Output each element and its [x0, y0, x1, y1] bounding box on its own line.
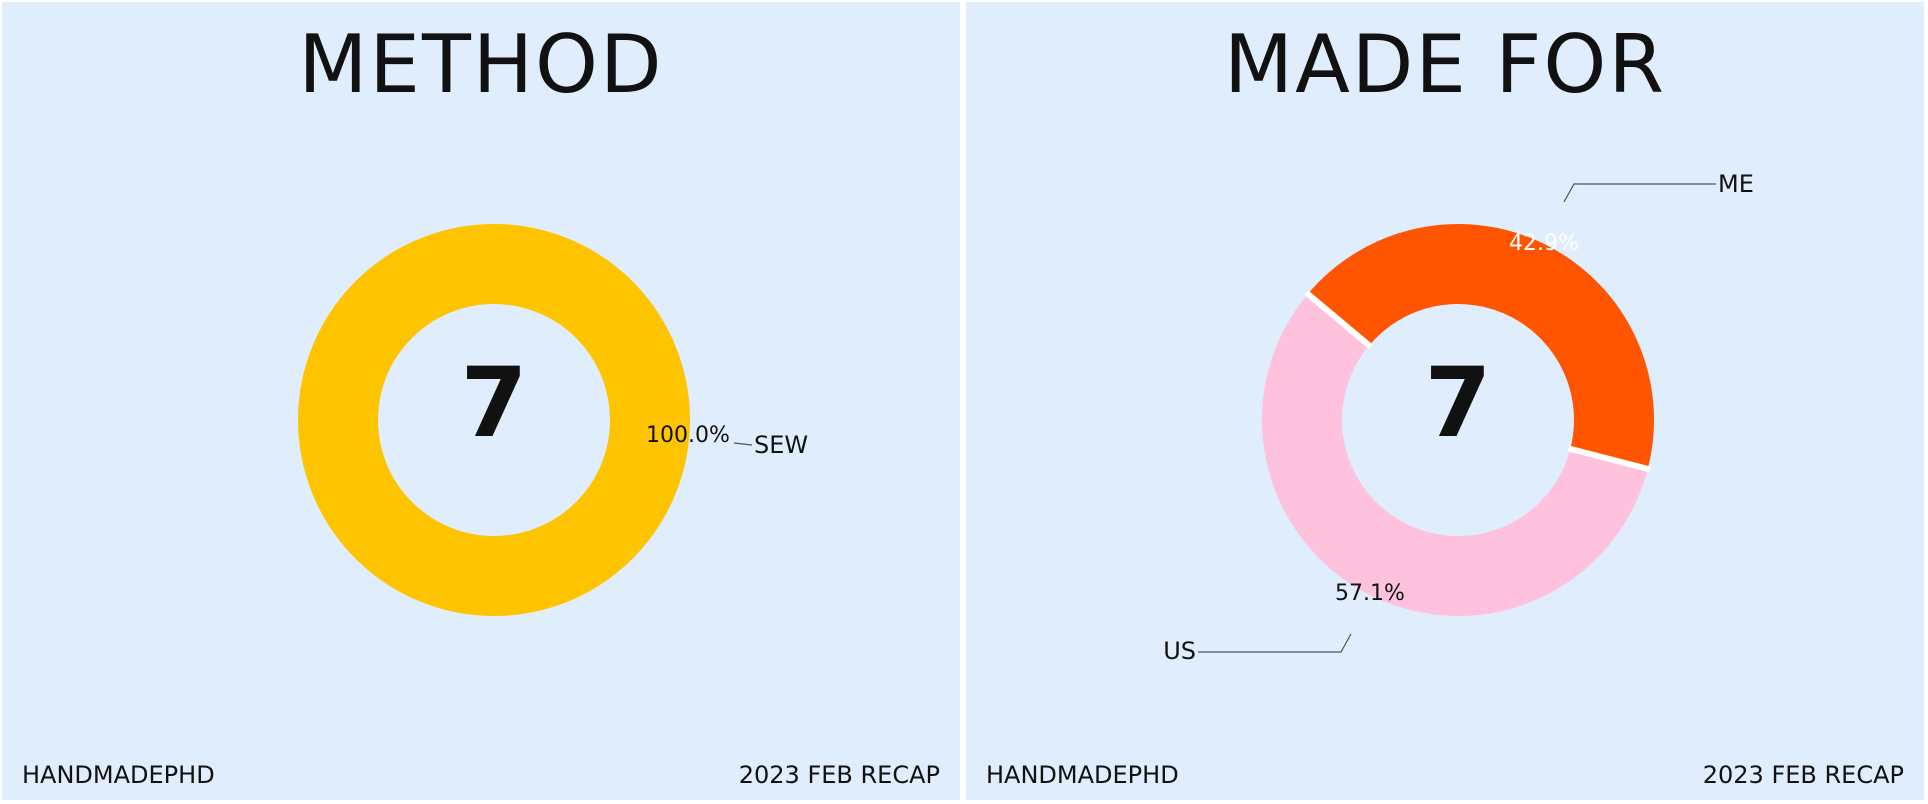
- slice-separator: [1567, 445, 1651, 473]
- donut-slice-us: [1262, 294, 1648, 616]
- me-percent-label: 42.9%: [1509, 231, 1579, 256]
- us-percent-label: 57.1%: [1335, 581, 1405, 606]
- brand-footer: HANDMADEPHD: [986, 761, 1179, 789]
- sew-leader-line: [733, 442, 753, 446]
- recap-footer: 2023 FEB RECAP: [1702, 761, 1904, 789]
- made-for-title: MADE FOR: [1224, 18, 1666, 111]
- brand-footer: HANDMADEPHD: [22, 761, 215, 789]
- method-donut-chart: 7 100.0% SEW: [298, 224, 808, 616]
- made-for-donut-chart: 7 42.9% 57.1% ME US: [1163, 170, 1754, 665]
- method-center-total: 7: [461, 347, 528, 459]
- made-for-panel: MADE FOR 7 42.9% 57.1% ME US HANDMADEPHD…: [966, 2, 1924, 800]
- made-for-center-total: 7: [1425, 347, 1492, 459]
- me-leader-line: [1563, 183, 1716, 203]
- donut-slice-me: [1307, 224, 1654, 469]
- us-leader-line: [1198, 633, 1352, 653]
- method-title: METHOD: [298, 18, 664, 111]
- us-label: US: [1163, 637, 1196, 665]
- donut-slice-sew: [298, 224, 690, 616]
- sew-percent-label: 100.0%: [646, 423, 730, 448]
- me-label: ME: [1718, 170, 1754, 198]
- method-panel: METHOD 7 100.0% SEW HANDMADEPHD 2023 FEB…: [2, 2, 960, 800]
- slice-separator: [1304, 290, 1373, 350]
- recap-footer: 2023 FEB RECAP: [738, 761, 940, 789]
- sew-label: SEW: [754, 431, 808, 459]
